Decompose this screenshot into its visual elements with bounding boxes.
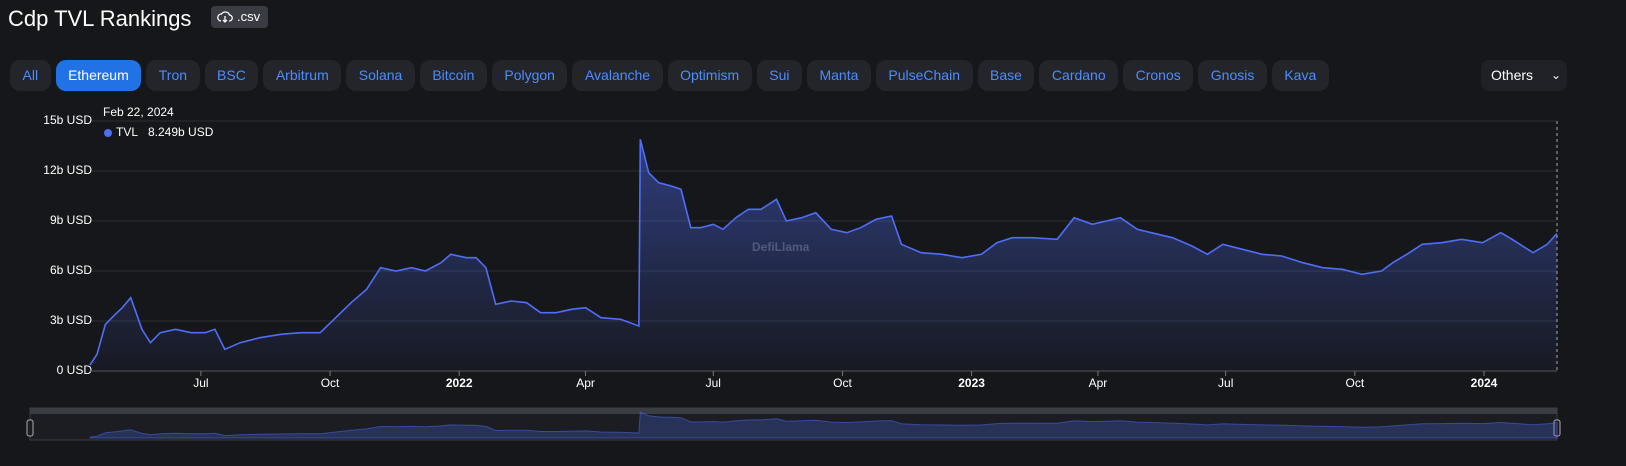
x-tick-label: Apr: [576, 376, 595, 390]
x-tick-label: Jul: [706, 376, 721, 390]
y-tick-label: 12b USD: [43, 163, 92, 177]
chain-tabs: All Ethereum Tron BSC Arbitrum Solana Bitcoin P…: [10, 60, 1329, 91]
tooltip-value: 8.249b USD: [148, 125, 214, 139]
y-tick-label: 0 USD: [57, 363, 93, 377]
chain-tab[interactable]: Optimism: [667, 60, 752, 91]
tooltip-series-name: TVL: [116, 125, 138, 139]
chain-tab[interactable]: Solana: [346, 60, 415, 91]
x-tick-label: Apr: [1089, 376, 1108, 390]
others-dropdown[interactable]: Others ⌄: [1481, 60, 1567, 91]
y-tick-label: 9b USD: [50, 213, 92, 227]
zoom-handle-left[interactable]: [26, 419, 34, 437]
chain-tab[interactable]: Base: [977, 60, 1035, 91]
mini-area: [89, 411, 1558, 439]
x-tick-label: Oct: [321, 376, 340, 390]
chain-tab[interactable]: Manta: [806, 60, 871, 91]
x-tick-label: Oct: [833, 376, 852, 390]
caret: ⌄: [1550, 68, 1561, 82]
chain-tab[interactable]: Sui: [756, 60, 802, 91]
chain-tab[interactable]: Ethereum: [55, 60, 142, 91]
chain-tab[interactable]: Cardano: [1039, 60, 1119, 91]
x-tick-label: Jul: [1218, 376, 1233, 390]
x-tick-label: Jul: [193, 376, 208, 390]
chain-tab[interactable]: All: [10, 60, 51, 91]
x-tick-label: 2024: [1471, 376, 1498, 390]
chain-tab[interactable]: Kava: [1271, 60, 1329, 91]
x-tick-label: 2022: [446, 376, 473, 390]
csv-download-button[interactable]: .csv: [211, 6, 269, 28]
tooltip-date: Feb 22, 2024: [103, 105, 174, 119]
chain-tab[interactable]: Cronos: [1123, 60, 1194, 91]
chain-tab[interactable]: Polygon: [491, 60, 568, 91]
y-tick-label: 6b USD: [50, 263, 92, 277]
x-tick-label: 2023: [958, 376, 985, 390]
chain-tab[interactable]: BSC: [204, 60, 259, 91]
x-tick-label: Oct: [1346, 376, 1365, 390]
tvl-line: [89, 139, 1558, 366]
csv-label: .csv: [237, 9, 261, 24]
area-fill: [90, 139, 1557, 371]
download-icon: [217, 11, 233, 23]
chain-tab[interactable]: Gnosis: [1198, 60, 1267, 91]
chain-tab[interactable]: Tron: [146, 60, 200, 91]
zoom-bar[interactable]: [30, 408, 1557, 414]
chain-tab[interactable]: Avalanche: [572, 60, 663, 91]
chain-tab[interactable]: PulseChain: [875, 60, 973, 91]
y-tick-label: 3b USD: [50, 313, 92, 327]
others-label: Others: [1491, 67, 1534, 83]
y-tick-label: 15b USD: [43, 113, 92, 127]
page-title: Cdp TVL Rankings: [8, 6, 192, 31]
chain-tab[interactable]: Bitcoin: [419, 60, 487, 91]
tooltip-marker: [104, 129, 112, 137]
chain-tab[interactable]: Arbitrum: [263, 60, 342, 91]
